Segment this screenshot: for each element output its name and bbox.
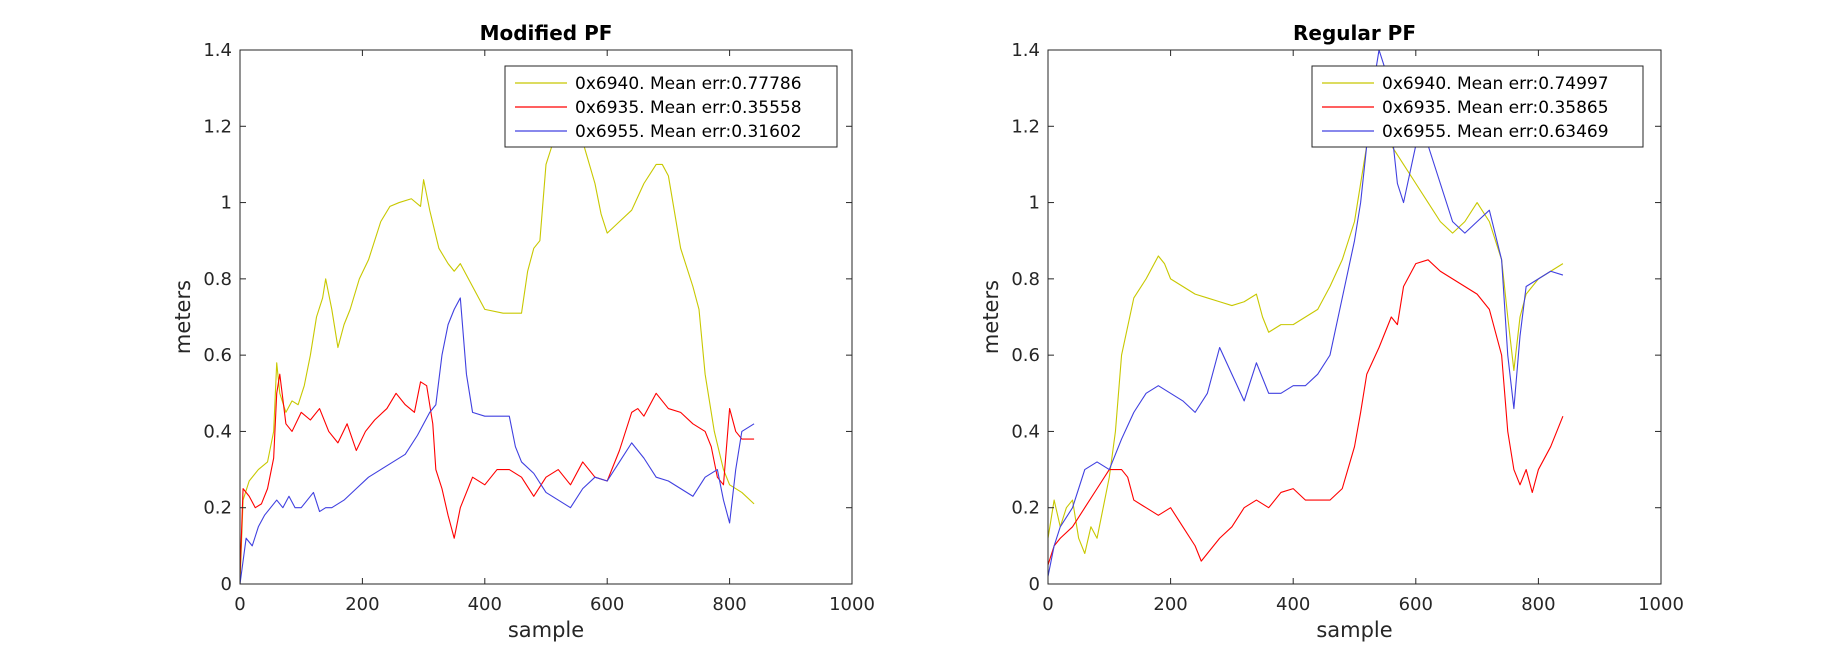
- x-axis-label: sample: [1316, 618, 1392, 642]
- y-tick-label: 1: [1029, 193, 1040, 214]
- x-tick-label: 600: [590, 594, 624, 615]
- chart-regular-pf: 0 200 400 600 800 1000 0 0.2 0.4 0.6 0.8 1 1.2 1.4 Reg…: [979, 21, 1684, 642]
- x-tick-label: 400: [468, 594, 502, 615]
- y-tick-label: 1.2: [1011, 116, 1040, 137]
- chart-title: Regular PF: [1293, 21, 1416, 45]
- x-tick-label: 0: [1042, 594, 1053, 615]
- legend: 0x6940. Mean err:0.74997 0x6935. Mean err…: [1311, 65, 1644, 148]
- y-tick-label: 0.2: [1011, 498, 1040, 519]
- y-axis-label: meters: [979, 280, 1003, 354]
- series-line-2: [1048, 50, 1564, 577]
- series-line-0: [240, 133, 755, 584]
- x-tick-label: 200: [1153, 594, 1187, 615]
- y-tick-label: 0.8: [1011, 269, 1040, 290]
- legend-entry-2: 0x6955. Mean err:0.63469: [1382, 122, 1609, 142]
- legend-entry-1: 0x6935. Mean err:0.35558: [575, 98, 802, 118]
- y-tick-label: 0.4: [203, 421, 232, 442]
- axes-box: [1047, 49, 1662, 585]
- y-tick-label: 1.4: [1011, 40, 1040, 61]
- y-tick-label: 0.2: [203, 498, 232, 519]
- x-tick-label: 800: [1521, 594, 1555, 615]
- x-tick-label: 800: [712, 594, 746, 615]
- legend-entry-0: 0x6940. Mean err:0.74997: [1382, 74, 1609, 94]
- x-tick-label: 600: [1399, 594, 1433, 615]
- series-line-1: [1048, 259, 1564, 566]
- legend-entry-0: 0x6940. Mean err:0.77786: [575, 74, 802, 94]
- y-axis-label: meters: [171, 280, 195, 354]
- series-group: [240, 133, 755, 584]
- x-tick-label: 1000: [829, 594, 875, 615]
- series-line-0: [1048, 87, 1564, 555]
- legend: 0x6940. Mean err:0.77786 0x6935. Mean err…: [504, 65, 838, 148]
- x-axis-label: sample: [508, 618, 584, 642]
- x-tick-label: 1000: [1638, 594, 1684, 615]
- legend-entry-1: 0x6935. Mean err:0.35865: [1382, 98, 1609, 118]
- y-tick-label: 0: [1029, 574, 1040, 595]
- series-line-2: [240, 297, 755, 584]
- x-tick-label: 0: [234, 594, 245, 615]
- y-tick-label: 1.2: [203, 116, 232, 137]
- y-tick-label: 0.4: [1011, 421, 1040, 442]
- legend-entry-2: 0x6955. Mean err:0.31602: [575, 122, 802, 142]
- chart-modified-pf: 0 200 400 600 800 1000 0 0.2 0.4 0.6 0.8 1 1.2 1.4 Mod…: [171, 21, 875, 642]
- y-tick-label: 0.6: [203, 345, 232, 366]
- x-tick-label: 200: [345, 594, 379, 615]
- x-tick-label: 400: [1276, 594, 1310, 615]
- y-tick-label: 1.4: [203, 40, 232, 61]
- y-tick-label: 0: [221, 574, 232, 595]
- series-line-1: [240, 373, 755, 577]
- chart-title: Modified PF: [480, 21, 613, 45]
- y-tick-label: 0.6: [1011, 345, 1040, 366]
- y-tick-label: 1: [221, 193, 232, 214]
- axes-box: [239, 49, 853, 585]
- y-tick-label: 0.8: [203, 269, 232, 290]
- series-group: [1048, 50, 1564, 577]
